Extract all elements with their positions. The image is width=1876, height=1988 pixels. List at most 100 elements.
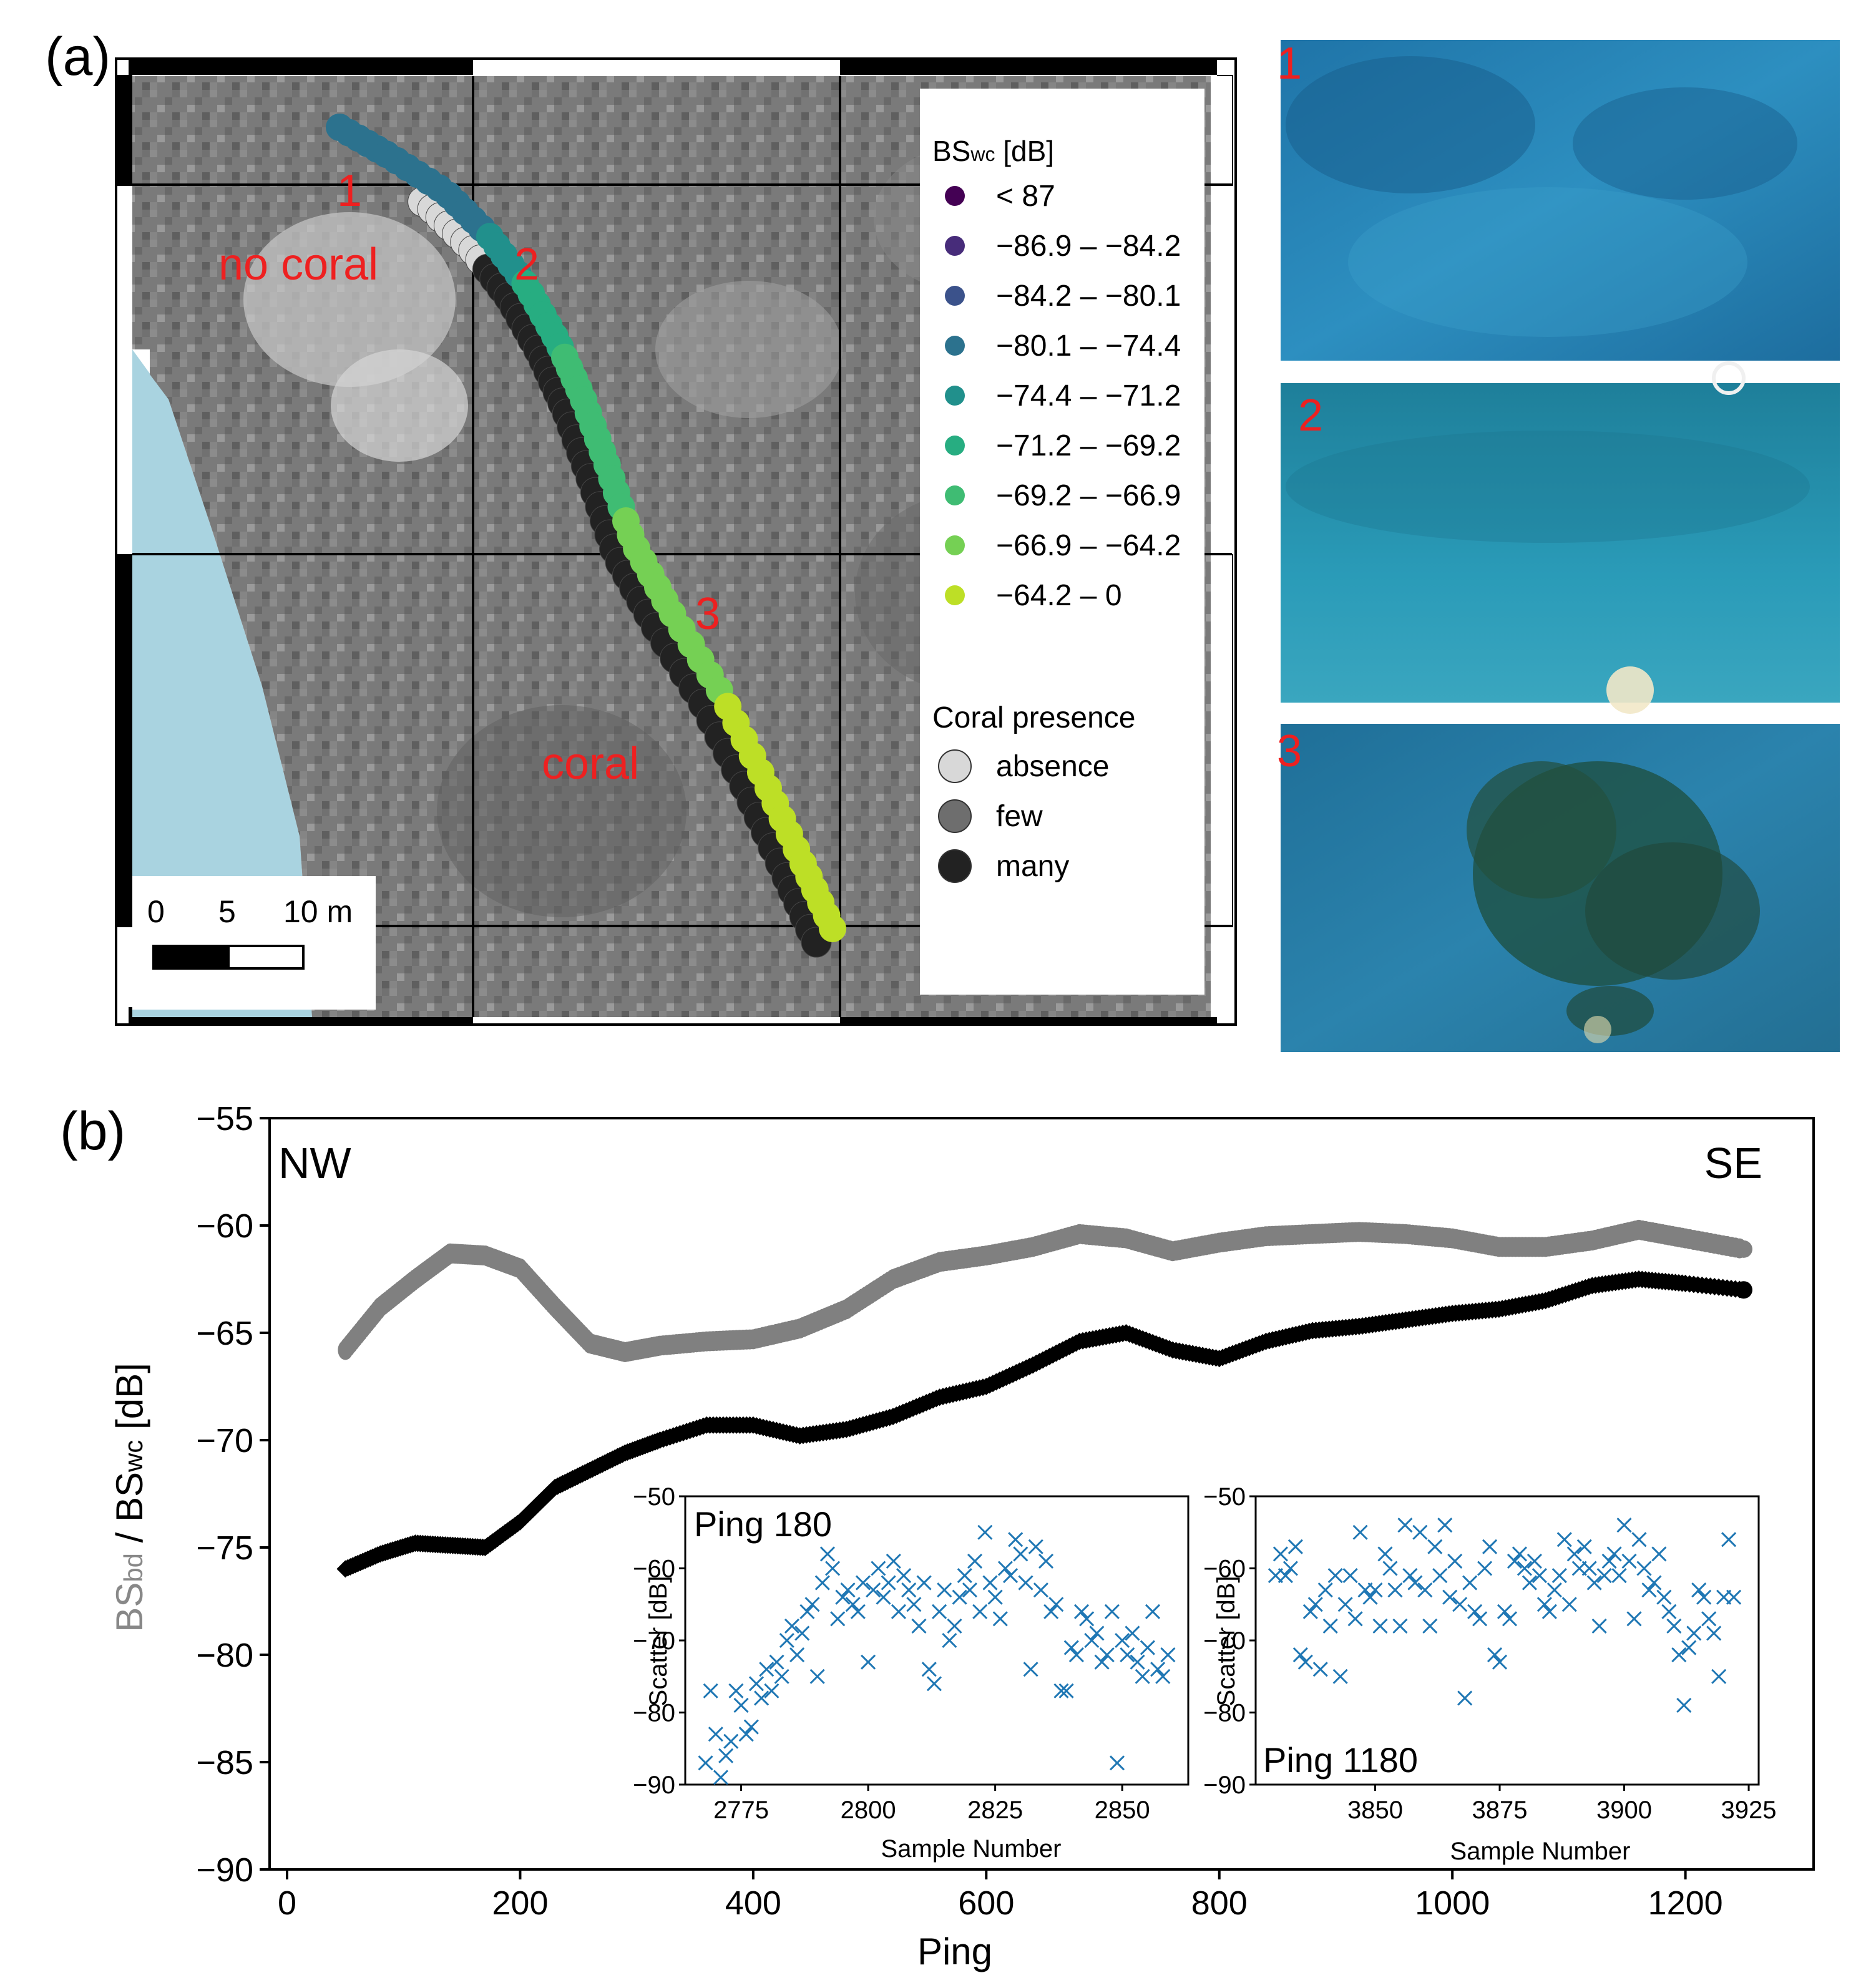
scatter-x-marker [967, 1553, 983, 1569]
scatter-x-marker [1671, 1647, 1687, 1663]
inset-y-tick-label: −80 [1203, 1700, 1246, 1727]
legend-bin-label: −69.2 – −66.9 [996, 479, 1181, 512]
legend-bin-label: −80.1 – −74.4 [996, 329, 1181, 363]
scatter-x-marker [718, 1748, 734, 1763]
series-end-point [1734, 1240, 1752, 1258]
scatter-x-marker [1551, 1567, 1567, 1584]
scatter-x-marker [901, 1582, 917, 1598]
scatter-x-marker [1302, 1604, 1318, 1619]
scatter-x-marker [835, 1589, 851, 1605]
legend-marker [945, 585, 965, 605]
scatter-x-marker [1686, 1625, 1702, 1641]
scatter-x-marker [1681, 1640, 1697, 1655]
scatter-x-marker [1711, 1669, 1727, 1684]
inset2-x-label: Sample Number [1450, 1838, 1630, 1865]
scatter-x-marker [1120, 1647, 1135, 1663]
scatter-x-marker [809, 1669, 825, 1684]
svg-text:0: 0 [147, 894, 165, 929]
scatter-x-marker [947, 1618, 962, 1634]
legend-title: BSwc [dB] [932, 135, 1054, 167]
scatter-x-marker [1656, 1589, 1672, 1605]
scatter-x-marker [1691, 1582, 1707, 1598]
scatter-x-marker [1342, 1567, 1358, 1584]
scatter-x-marker [1507, 1553, 1523, 1569]
scatter-x-marker [1135, 1669, 1150, 1684]
photo-label-3: 3 [1277, 726, 1302, 776]
scatter-x-marker [1641, 1582, 1657, 1598]
label-coral: coral [542, 739, 639, 789]
scatter-x-marker [1382, 1561, 1398, 1576]
scatter-x-marker [1467, 1604, 1483, 1619]
y-tick-label: −80 [196, 1637, 253, 1674]
legend-bin-label: −74.4 – −71.2 [996, 379, 1181, 412]
series-end-point [1734, 1281, 1752, 1299]
scatter-x-marker [1626, 1611, 1642, 1627]
scatter-x-marker [1442, 1589, 1458, 1605]
scatter-x-marker [871, 1561, 886, 1576]
scatter-x-marker [1482, 1539, 1498, 1554]
scatter-x-marker [1497, 1604, 1513, 1619]
scatter-x-marker [1352, 1524, 1368, 1540]
inset-x-tick-label: 3875 [1472, 1796, 1528, 1824]
label-point-1: 1 [337, 166, 362, 216]
scatter-x-marker [1676, 1697, 1692, 1713]
scatter-x-marker [1008, 1532, 1023, 1547]
legend: BSwc [dB] < 87 −86.9 – −84.2 −84.2 – −80.1… [920, 89, 1204, 995]
inset2-y-label: Scatter [dB] [1213, 1576, 1240, 1707]
scatter-x-marker [937, 1582, 952, 1598]
scatter-x-marker [1094, 1654, 1110, 1670]
photo-label-2: 2 [1298, 391, 1323, 441]
scatter-x-marker [1726, 1589, 1742, 1605]
scatter-x-marker [997, 1561, 1013, 1576]
scatter-x-marker [1576, 1539, 1592, 1554]
scatter-x-marker [1586, 1575, 1602, 1591]
inset-x-tick-label: 3900 [1596, 1796, 1652, 1824]
scatter-x-marker [1606, 1546, 1622, 1562]
scatter-x-marker [1292, 1647, 1308, 1663]
scatter-x-marker [1397, 1518, 1413, 1533]
scatter-x-marker [972, 1604, 988, 1619]
scatter-x-marker [743, 1719, 759, 1735]
scatter-x-marker [784, 1618, 800, 1634]
scatter-x-marker [906, 1597, 922, 1612]
scatter-x-marker [1337, 1597, 1353, 1612]
scatter-x-marker [728, 1683, 744, 1698]
scatter-x-marker [932, 1604, 947, 1619]
scatter-x-marker [1367, 1582, 1383, 1598]
scatter-x-marker [845, 1597, 861, 1612]
scatter-x-marker [774, 1669, 789, 1684]
scatter-x-marker [916, 1575, 932, 1591]
map-panel: no coral coral 1 2 3 0 5 10 m BSwc [dB] … [115, 57, 1237, 1026]
scatter-x-marker [1278, 1567, 1293, 1584]
scatter-x-marker [1611, 1567, 1627, 1584]
scatter-x-marker [886, 1553, 901, 1569]
legend-bin-label: −86.9 – −84.2 [996, 230, 1181, 263]
scatter-x-marker [977, 1524, 993, 1540]
coral-legend-marker [938, 849, 972, 883]
scatter-x-marker [1512, 1546, 1528, 1562]
scatter-x-marker [1541, 1604, 1557, 1619]
scatter-x-marker [1053, 1683, 1069, 1698]
scatter-x-marker [1332, 1669, 1348, 1684]
scatter-x-marker [1651, 1546, 1667, 1562]
scatter-x-marker [1130, 1654, 1145, 1670]
scatter-x-marker [1532, 1567, 1547, 1584]
scatter-x-marker [926, 1676, 942, 1692]
scatter-x-marker [1043, 1604, 1059, 1619]
y-tick-label: −85 [196, 1744, 253, 1781]
legend-marker [945, 386, 965, 406]
scatter-x-marker [1287, 1539, 1303, 1554]
scatter-x-marker [814, 1575, 830, 1591]
scatter-x-marker [1058, 1683, 1074, 1698]
panel-b-label: (b) [60, 1101, 125, 1161]
x-tick-label: 1200 [1648, 1884, 1723, 1922]
inset1-title: Ping 180 [694, 1504, 832, 1544]
scatter-x-marker [957, 1567, 972, 1584]
inset-x-tick-label: 2775 [713, 1796, 769, 1824]
scatter-x-marker [708, 1727, 723, 1742]
scatter-x-marker [1084, 1632, 1100, 1649]
scatter-x-marker [1437, 1518, 1453, 1533]
scatter-x-marker [982, 1575, 998, 1591]
scatter-x-marker [911, 1618, 927, 1634]
